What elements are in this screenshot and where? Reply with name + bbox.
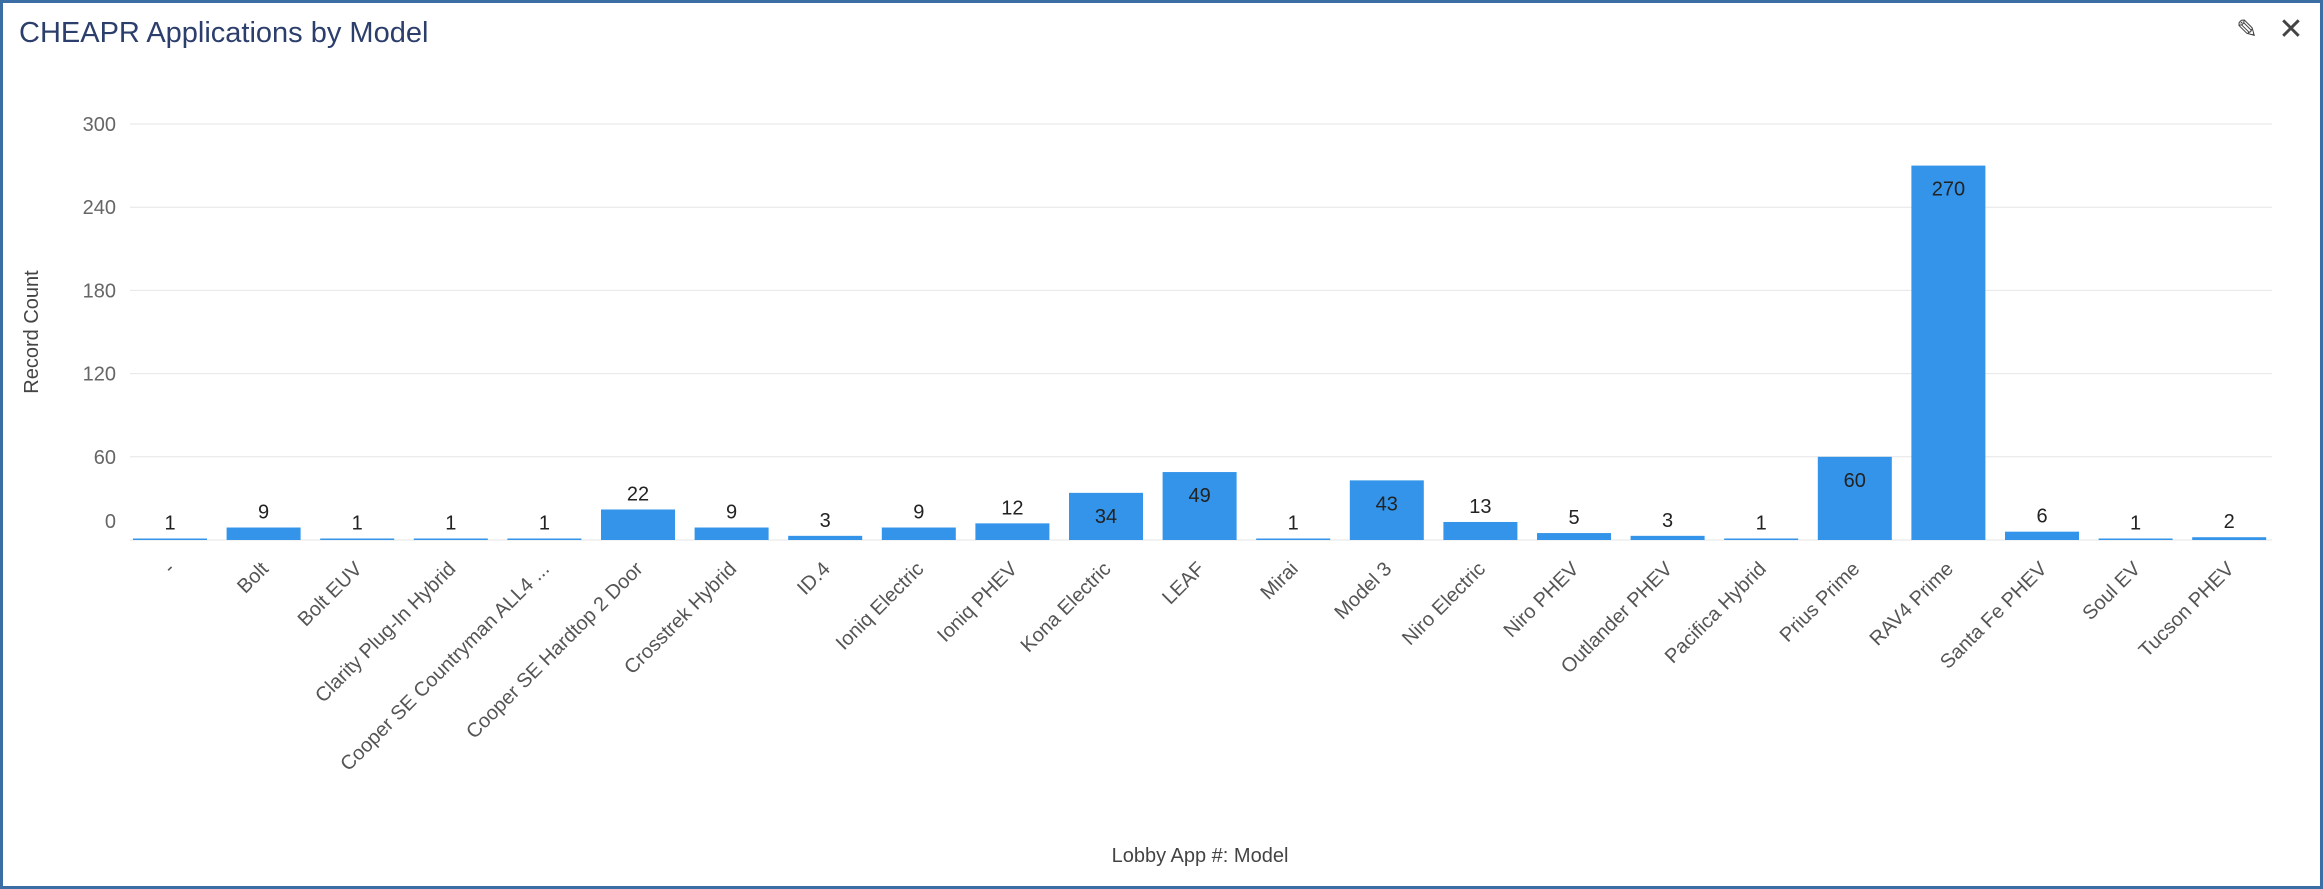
bar: [1537, 533, 1611, 540]
bar: [975, 523, 1050, 540]
data-label: 1: [1288, 513, 1299, 535]
x-tick-label: Prius Prime: [1776, 558, 1865, 647]
data-label: 3: [820, 510, 831, 532]
bar: [1256, 538, 1331, 540]
data-label: 13: [1469, 496, 1491, 518]
y-tick-label: 60: [94, 447, 116, 469]
x-axis-title: Lobby App #: Model: [1112, 845, 1289, 867]
data-label: 49: [1188, 485, 1210, 507]
bar: [1349, 480, 1424, 540]
bar: [1724, 538, 1799, 540]
bar: [1630, 535, 1705, 540]
data-label: 6: [2036, 506, 2047, 528]
bar: [226, 527, 301, 540]
bar: [788, 535, 863, 540]
x-tick-label: Ioniq Electric: [832, 558, 929, 655]
chart-title: CHEAPR Applications by Model: [19, 17, 429, 49]
x-tick-label: LEAF: [1158, 558, 1209, 609]
bar: [2005, 531, 2079, 540]
x-tick-label: Niro Electric: [1398, 558, 1490, 650]
data-label: 270: [1932, 179, 1965, 201]
close-icon[interactable]: ✕: [2278, 12, 2304, 46]
bar: [2098, 538, 2173, 540]
data-label: 12: [1001, 497, 1023, 519]
data-label: 2: [2224, 511, 2235, 533]
data-label: 9: [726, 502, 737, 524]
x-tick-label: Bolt: [233, 558, 273, 598]
x-tick-label: Model 3: [1330, 558, 1396, 624]
bar: [1911, 165, 1986, 540]
bar: [507, 538, 582, 540]
bar: [1443, 521, 1518, 540]
y-tick-label: 180: [83, 280, 116, 302]
data-label: 1: [2130, 513, 2141, 535]
bar: [1162, 472, 1237, 540]
x-tick-label: -: [159, 558, 179, 578]
bar: [601, 509, 675, 540]
data-label: 9: [913, 502, 924, 524]
data-label: 5: [1568, 507, 1579, 529]
bar: [2192, 537, 2267, 540]
bar: [1817, 456, 1892, 540]
x-tick-label: Bolt EUV: [294, 558, 367, 631]
data-label: 22: [627, 483, 649, 505]
y-axis-title: Record Count: [21, 270, 43, 394]
pencil-icon[interactable]: ✎: [2236, 13, 2258, 44]
y-tick-label: 300: [83, 114, 116, 136]
x-tick-label: Ioniq PHEV: [933, 558, 1022, 647]
x-tick-label: ID.4: [793, 558, 834, 599]
x-tick-label: Mirai: [1257, 558, 1303, 604]
x-tick-label: Pacifica Hybrid: [1661, 558, 1771, 668]
data-label: 60: [1844, 470, 1866, 492]
x-tick-label: Soul EV: [2078, 558, 2145, 625]
bar: [133, 538, 207, 540]
bar: [694, 527, 769, 540]
x-tick-label: Kona Electric: [1017, 558, 1116, 657]
data-label: 43: [1376, 493, 1398, 515]
data-label: 1: [164, 513, 175, 535]
bar: [1069, 492, 1143, 540]
data-label: 1: [445, 513, 456, 535]
y-tick-label: 240: [83, 197, 116, 219]
bar: [881, 527, 956, 540]
data-label: 9: [258, 502, 269, 524]
data-label: 1: [1756, 513, 1767, 535]
x-tick-label: Niro PHEV: [1500, 558, 1584, 642]
x-tick-label: Tucson PHEV: [2135, 558, 2239, 662]
data-label: 1: [352, 513, 363, 535]
data-label: 1: [539, 513, 550, 535]
x-tick-label: RAV4 Prime: [1866, 558, 1958, 650]
x-tick-label: Cooper SE Hardtop 2 Door: [462, 558, 648, 744]
bar: [320, 538, 395, 540]
y-tick-label: 0: [105, 511, 116, 533]
y-tick-label: 120: [83, 364, 116, 386]
data-label: 34: [1095, 506, 1117, 528]
data-label: 3: [1662, 510, 1673, 532]
bar: [413, 538, 488, 540]
x-tick-label: Cooper SE Countryman ALL4 ...: [336, 558, 554, 776]
